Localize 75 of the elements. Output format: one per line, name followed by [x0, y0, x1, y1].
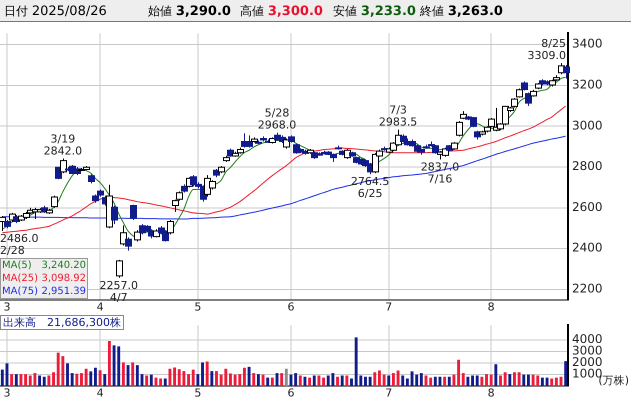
x-tick-label: 8 — [488, 300, 495, 314]
y-tick-label: 2400 — [572, 240, 603, 255]
x-tick-label: 4 — [96, 300, 104, 314]
bar — [304, 376, 306, 386]
bar — [94, 368, 97, 386]
annotation: 7/3 2983.5 — [378, 104, 418, 129]
bar — [145, 376, 148, 386]
bar — [98, 370, 102, 386]
bar — [276, 373, 278, 386]
y-tick-label: 2000 — [572, 355, 603, 370]
bar — [126, 365, 130, 386]
line-series — [2, 106, 566, 234]
text: 日付 2025/08/26 — [4, 4, 107, 19]
text: MA(75) — [2, 285, 38, 298]
bar — [532, 374, 535, 386]
x-tick-label: 6 — [287, 386, 294, 400]
y-tick-label: 3200 — [572, 78, 603, 92]
bar — [112, 345, 116, 386]
bar — [61, 356, 64, 386]
x-tick-label: 7 — [385, 300, 392, 314]
bar — [284, 368, 288, 386]
bar — [122, 362, 125, 386]
bar — [150, 374, 153, 386]
x-tick-label: 4 — [96, 386, 104, 400]
bar — [336, 376, 339, 386]
y-tick-label: 2200 — [572, 282, 603, 296]
x-tick-label: 6 — [287, 300, 294, 314]
x-tick-label: 7 — [385, 386, 392, 400]
y-tick-label: 4000 — [572, 332, 603, 346]
annotation: 8/25 3309.0 — [528, 37, 566, 62]
annotation: 2,951.39 — [41, 285, 86, 298]
bar — [248, 366, 251, 386]
bar — [420, 373, 423, 386]
bar — [526, 374, 530, 386]
text: MA(5) — [2, 259, 32, 272]
bar — [33, 373, 36, 386]
bar — [331, 373, 334, 386]
annotation: 3/19 2842.0 — [44, 132, 82, 158]
bar — [210, 371, 214, 386]
bar — [131, 362, 134, 386]
bar — [308, 378, 312, 386]
x-tick-label: 5 — [194, 300, 202, 314]
annotation: 5/28 2968.0 — [258, 106, 296, 132]
text: 安値 3,233.0 — [333, 4, 416, 19]
x-tick-label: 3 — [3, 300, 10, 314]
bar — [262, 374, 264, 386]
bar — [564, 361, 568, 386]
bar — [10, 374, 14, 386]
x-tick-label: 3 — [3, 386, 10, 400]
bar — [242, 368, 246, 386]
y-tick-label: 3000 — [572, 118, 603, 132]
annotation: 2486.0 2/28 — [0, 232, 38, 258]
bar — [280, 373, 284, 386]
bar — [443, 376, 446, 386]
bar — [494, 364, 498, 386]
bar — [206, 362, 209, 386]
annotation: 2837.0 7/16 — [420, 160, 460, 186]
text: 高値 3,300.0 — [240, 4, 323, 19]
y-tick-label: 2600 — [572, 200, 603, 214]
y-tick-label: 3000 — [572, 344, 603, 358]
annotation: 3,098.92 — [41, 272, 86, 285]
text: MA(25) — [2, 272, 38, 285]
y-tick-label: 3400 — [572, 36, 603, 51]
bar — [345, 376, 348, 386]
bar — [270, 378, 274, 386]
chart-title: 出来高 21,686,300株 — [0, 315, 124, 330]
text: 終値 3,263.0 — [420, 4, 503, 19]
bar — [108, 340, 111, 386]
text: 始値 3,290.0 — [148, 4, 231, 19]
x-tick-label: 5 — [194, 386, 202, 400]
bar — [256, 374, 260, 386]
annotation: 3,240.20 — [41, 259, 86, 272]
x-tick-label: 8 — [488, 386, 495, 400]
bar — [38, 376, 42, 386]
y-tick-label: 2800 — [572, 159, 603, 174]
